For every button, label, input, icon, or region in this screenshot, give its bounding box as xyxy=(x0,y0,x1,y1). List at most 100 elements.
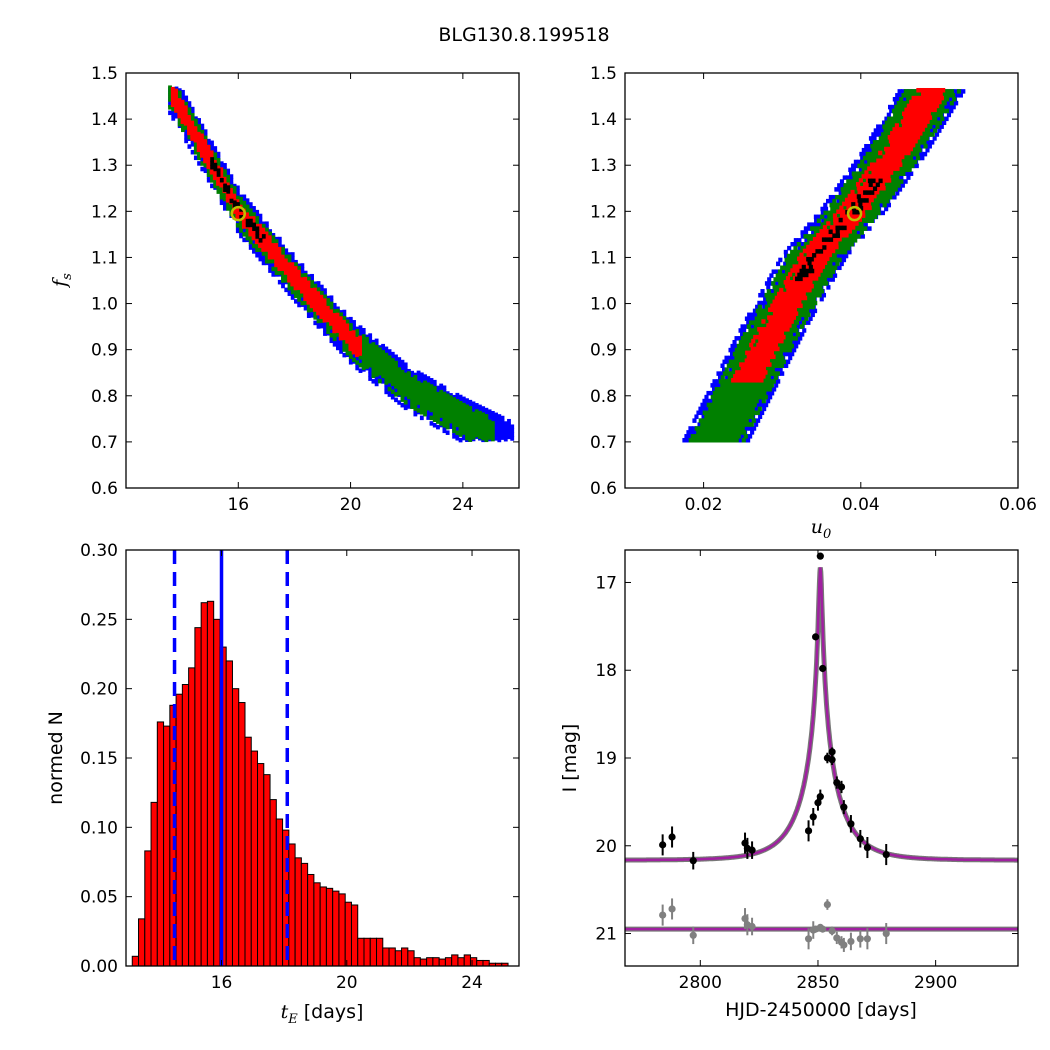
fs-u0-middle-cell xyxy=(817,292,822,298)
fs-tE-inner-cell xyxy=(258,235,262,241)
fs-tE-outer-cell xyxy=(187,105,192,110)
fs-u0-middle-cell xyxy=(740,343,745,349)
fs-tE-middle-cell xyxy=(200,161,205,166)
fs-tE-inner-cell xyxy=(335,312,340,318)
fs-tE-outer-cell xyxy=(442,385,447,390)
fs-tE-middle-cell xyxy=(448,418,453,424)
fs-u0-middle-cell xyxy=(742,339,747,345)
fs-tE-core-cell xyxy=(210,157,215,162)
fs-u0-middle-cell xyxy=(869,218,874,223)
fs-u0-middle-cell xyxy=(853,238,858,243)
fs-u0-outer-cell xyxy=(827,277,832,282)
fs-tE-outer-cell xyxy=(271,264,276,269)
fs-u0-outer-cell xyxy=(775,269,780,274)
fs-tE-middle-cell xyxy=(261,251,266,256)
fs-u0-middle-cell xyxy=(734,355,739,361)
fs-tE-inner-cell xyxy=(309,295,314,301)
fs-tE-middle-cell xyxy=(287,258,292,263)
fs-tE-inner-cell xyxy=(325,317,330,323)
fs-tE-inner-cell xyxy=(335,324,340,330)
fs-u0-middle-cell xyxy=(715,398,720,404)
fs-tE-middle-cell xyxy=(397,371,402,376)
fs-tE-core-cell xyxy=(223,187,227,192)
fs-u0-middle-cell xyxy=(749,394,754,400)
fs-tE-middle-cell xyxy=(436,407,440,413)
fs-tE-core-cell xyxy=(255,234,260,239)
fs-tE-middle-cell xyxy=(368,351,373,356)
fs-tE-outer-cell xyxy=(445,430,450,435)
fs-u0-middle-cell xyxy=(768,371,773,376)
fs-tE-outer-cell xyxy=(281,283,285,289)
fs-u0-outer-cell xyxy=(734,336,739,341)
fs-tE-outer-cell xyxy=(429,421,434,426)
fs-tE-outer-cell xyxy=(368,341,373,346)
fs-tE-outer-cell xyxy=(468,403,473,409)
fs-u0-middle-cell xyxy=(802,300,807,306)
fs-u0-outer-cell xyxy=(900,183,905,188)
fs-tE-core-cell xyxy=(213,162,218,168)
fs-tE-outer-cell xyxy=(474,403,479,408)
fs-tE-inner-cell xyxy=(351,345,356,351)
fs-u0-middle-cell xyxy=(767,300,772,306)
fs-tE-inner-cell xyxy=(312,299,317,304)
fs-u0-outer-cell xyxy=(688,426,693,431)
fs-u0-middle-cell xyxy=(735,359,740,365)
fs-u0-middle-cell xyxy=(889,183,894,188)
fs-tE-middle-cell xyxy=(471,411,476,417)
fs-u0-middle-cell xyxy=(739,351,744,357)
fs-tE-outer-cell xyxy=(461,400,466,406)
fs-tE-middle-cell xyxy=(371,361,376,367)
fs-u0-middle-cell xyxy=(739,359,744,365)
fs-u0-middle-cell xyxy=(743,414,748,419)
fs-tE-middle-cell xyxy=(471,431,476,436)
fs-tE-outer-cell xyxy=(235,185,240,191)
fs-u0-outer-cell xyxy=(854,163,859,169)
fs-tE-middle-cell xyxy=(468,410,473,415)
fs-tE-inner-cell xyxy=(329,309,333,315)
fs-u0-middle-cell xyxy=(706,410,711,416)
fs-u0-outer-cell xyxy=(919,151,924,157)
fs-u0-outer-cell xyxy=(768,394,773,400)
fs-tE-inner-cell xyxy=(229,188,233,193)
fs-u0-outer-cell xyxy=(709,390,715,396)
fs-tE-inner-cell xyxy=(345,335,350,340)
fs-u0-middle-cell xyxy=(710,430,715,435)
fs-tE-middle-cell xyxy=(481,420,486,425)
fs-tE-inner-cell xyxy=(177,102,182,107)
fs-u0-middle-cell xyxy=(740,426,745,431)
fs-tE-middle-cell xyxy=(403,392,408,397)
fs-tE-middle-cell xyxy=(468,421,473,427)
fs-tE-middle-cell xyxy=(432,401,437,407)
fs-u0-middle-cell xyxy=(851,171,856,176)
fs-tE-outer-cell xyxy=(248,245,253,250)
fs-u0-middle-cell xyxy=(723,390,728,396)
fs-u0-outer-cell xyxy=(864,159,869,165)
fs-u0-middle-cell xyxy=(747,336,752,341)
fs-u0-middle-cell xyxy=(741,355,746,361)
fs-tE-middle-cell xyxy=(374,356,379,362)
fs-tE-inner-cell xyxy=(303,280,308,286)
fs-vs-u0-panel: 0.02 0.04 0.060.60.70.80.91.01.11.21.31.41… xyxy=(590,64,1037,515)
fs-u0-outer-cell xyxy=(867,144,872,149)
fs-u0-middle-cell xyxy=(771,292,776,298)
fs-tE-middle-cell xyxy=(439,405,444,411)
fs-u0-middle-cell xyxy=(846,183,852,188)
fs-tE-outer-cell xyxy=(371,339,376,345)
fs-tE-middle-cell xyxy=(371,350,376,355)
fs-tE-inner-cell xyxy=(193,137,198,143)
fs-u0-outer-cell xyxy=(886,112,891,118)
fs-tE-middle-cell xyxy=(471,419,476,424)
fs-tE-middle-cell xyxy=(445,405,450,410)
fs-u0-outer-cell xyxy=(696,410,701,416)
fs-tE-outer-cell xyxy=(390,394,395,400)
fs-tE-middle-cell xyxy=(242,200,247,206)
fs-tE-middle-cell xyxy=(219,194,224,200)
fs-u0-middle-cell xyxy=(784,339,789,345)
fs-u0-middle-cell xyxy=(721,394,726,400)
fs-tE-outer-cell xyxy=(365,334,369,340)
fs-tE-middle-cell xyxy=(439,409,444,414)
fs-tE-inner-cell xyxy=(196,143,201,149)
fs-tE-middle-cell xyxy=(332,336,337,342)
fs-u0-outer-cell xyxy=(817,222,822,227)
fs-u0-middle-cell xyxy=(849,241,854,247)
